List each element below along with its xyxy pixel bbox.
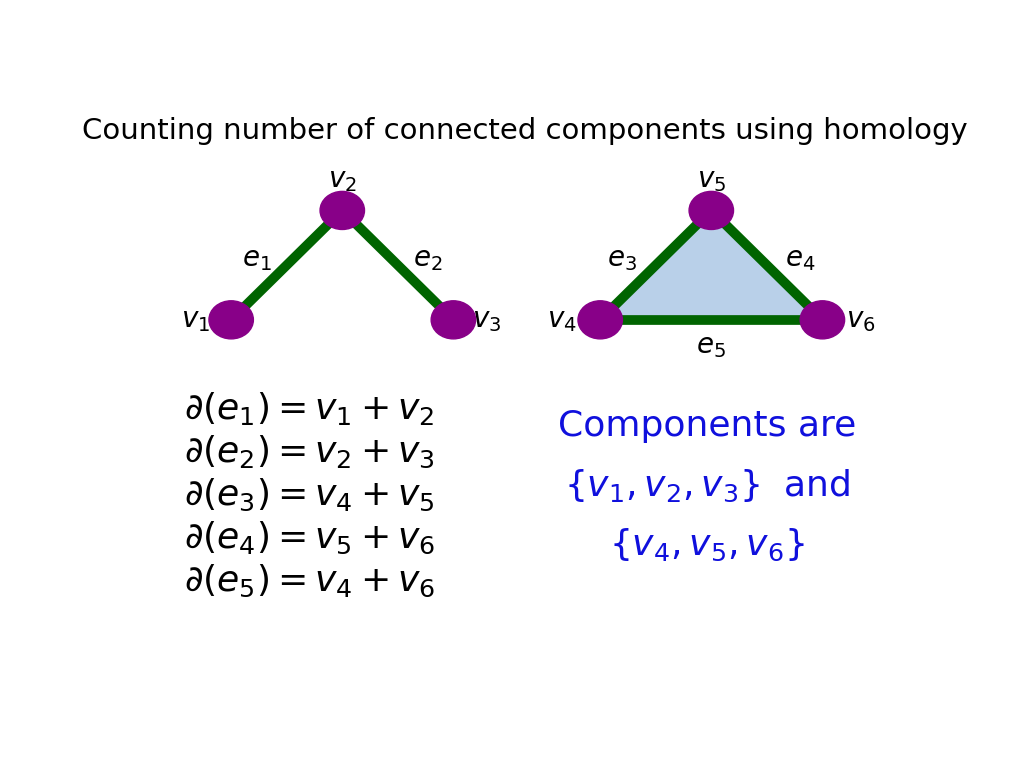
Text: $\partial(e_2) = v_2 + v_3$: $\partial(e_2) = v_2 + v_3$: [183, 434, 434, 470]
Text: $v_{6}$: $v_{6}$: [846, 306, 876, 334]
Text: Counting number of connected components using homology: Counting number of connected components …: [82, 117, 968, 144]
Ellipse shape: [800, 301, 845, 339]
Text: $v_{1}$: $v_{1}$: [181, 306, 210, 334]
Text: $\{v_1, v_2, v_3\}\;$ and: $\{v_1, v_2, v_3\}\;$ and: [564, 467, 851, 504]
Text: $v_{4}$: $v_{4}$: [547, 306, 577, 334]
Ellipse shape: [578, 301, 623, 339]
Text: $\{v_4, v_5, v_6\}$: $\{v_4, v_5, v_6\}$: [609, 526, 805, 563]
Ellipse shape: [689, 191, 733, 230]
Text: $\partial(e_5) = v_4 + v_6$: $\partial(e_5) = v_4 + v_6$: [183, 563, 435, 599]
Text: $\partial(e_1) = v_1 + v_2$: $\partial(e_1) = v_1 + v_2$: [183, 390, 434, 427]
Text: $\partial(e_4) = v_5 + v_6$: $\partial(e_4) = v_5 + v_6$: [183, 520, 435, 556]
Text: $e_{2}$: $e_{2}$: [414, 245, 442, 273]
Text: Components are: Components are: [558, 409, 856, 443]
Text: $\partial(e_3) = v_4 + v_5$: $\partial(e_3) = v_4 + v_5$: [183, 477, 434, 513]
Text: $v_{2}$: $v_{2}$: [328, 166, 356, 194]
Text: $e_{5}$: $e_{5}$: [696, 333, 726, 360]
Ellipse shape: [209, 301, 253, 339]
Ellipse shape: [321, 191, 365, 230]
Polygon shape: [600, 210, 822, 319]
Text: $e_{3}$: $e_{3}$: [607, 245, 637, 273]
Text: $e_{4}$: $e_{4}$: [785, 245, 815, 273]
Text: $e_{1}$: $e_{1}$: [242, 245, 271, 273]
Ellipse shape: [431, 301, 475, 339]
Text: $v_{5}$: $v_{5}$: [696, 166, 726, 194]
Text: $v_{3}$: $v_{3}$: [472, 306, 502, 334]
